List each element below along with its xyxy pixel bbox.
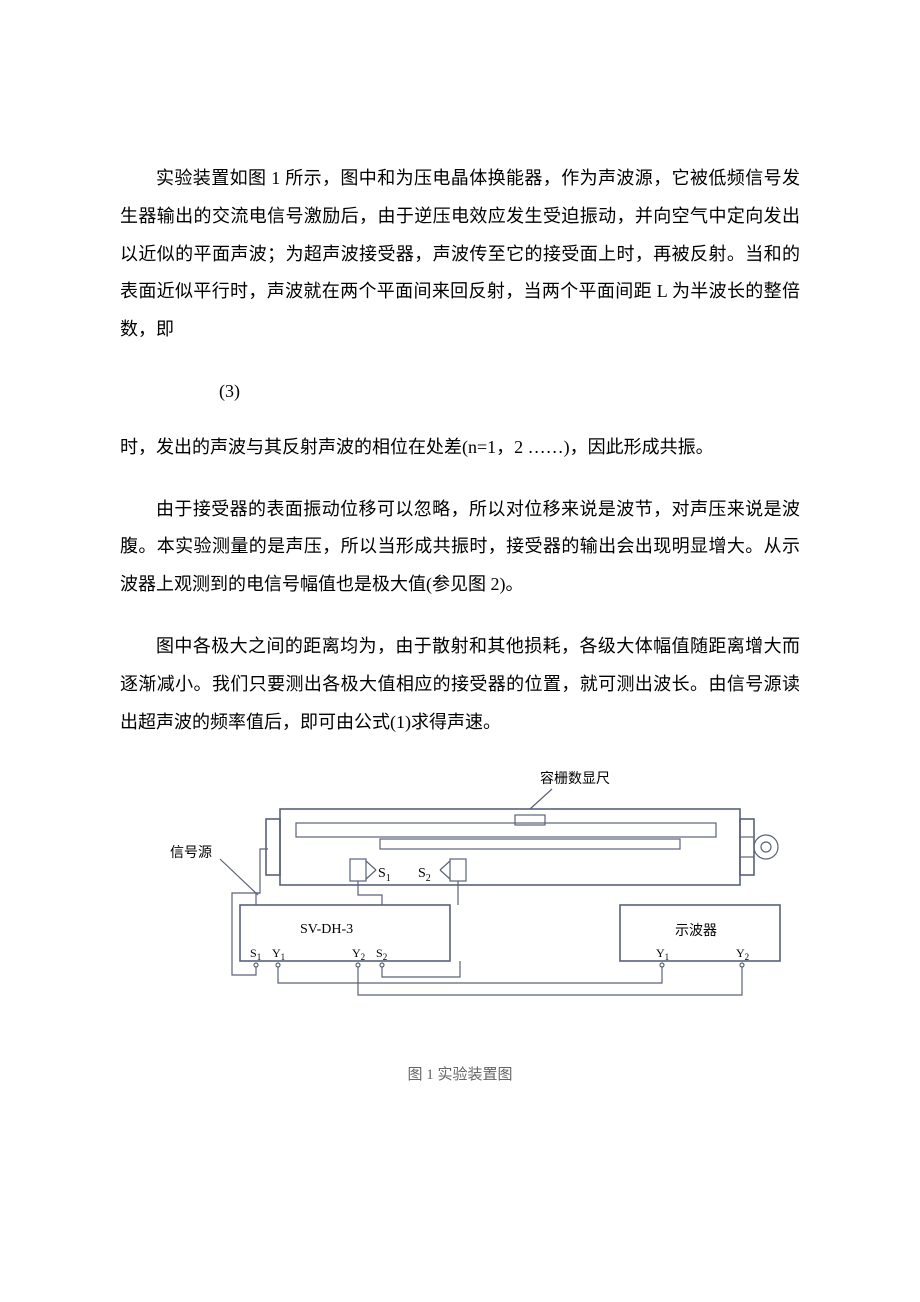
s2-horn-1 bbox=[440, 861, 450, 870]
term-y1-left: Y1 bbox=[272, 946, 285, 962]
knob-inner bbox=[761, 842, 771, 852]
jack-4 bbox=[380, 963, 384, 967]
scale-sub bbox=[380, 839, 680, 849]
endcap-left bbox=[266, 819, 280, 875]
label-signal: 信号源 bbox=[170, 845, 212, 861]
label-oscilloscope: 示波器 bbox=[675, 923, 717, 939]
term-y2-right: Y2 bbox=[736, 946, 749, 962]
label-device: SV-DH-3 bbox=[300, 922, 353, 937]
wire-s2b bbox=[382, 961, 460, 977]
jack-6 bbox=[740, 963, 744, 967]
wire-y1 bbox=[278, 967, 662, 983]
term-y1-right: Y1 bbox=[656, 946, 669, 962]
jack-1 bbox=[254, 963, 258, 967]
leader-scale bbox=[530, 789, 552, 809]
paragraph-1: 实验装置如图 1 所示，图中和为压电晶体换能器，作为声波源，它被低频信号发生器输… bbox=[120, 160, 800, 349]
paragraph-2: 时，发出的声波与其反射声波的相位在处差(n=1，2 ……)，因此形成共振。 bbox=[120, 429, 800, 467]
paragraph-4: 图中各极大之间的距离均为，由于散射和其他损耗，各级大体幅值随距离增大而逐渐减小。… bbox=[120, 628, 800, 741]
s2-body bbox=[450, 859, 466, 881]
label-scale: 容栅数显尺 bbox=[540, 770, 610, 787]
endcap-right bbox=[740, 819, 754, 875]
rail-outer bbox=[280, 809, 740, 885]
knob-outer bbox=[754, 835, 778, 859]
leader-signal bbox=[220, 859, 258, 895]
equation-number: (3) bbox=[219, 373, 240, 411]
label-s2: S2 bbox=[418, 866, 431, 884]
wire-y2 bbox=[358, 967, 742, 995]
s1-horn-2 bbox=[366, 870, 376, 879]
experiment-diagram: 容栅数显尺 S1 S2 bbox=[120, 765, 800, 1045]
s2-horn-2 bbox=[440, 870, 450, 879]
scale-bar bbox=[296, 823, 716, 837]
term-s1: S1 bbox=[250, 946, 261, 962]
label-s1: S1 bbox=[378, 866, 391, 884]
s1-body bbox=[350, 859, 366, 881]
s1-horn-1 bbox=[366, 861, 376, 870]
figure-caption: 图 1 实验装置图 bbox=[120, 1063, 800, 1084]
term-y2-left: Y2 bbox=[352, 946, 365, 962]
jack-5 bbox=[660, 963, 664, 967]
figure-1: 容栅数显尺 S1 S2 bbox=[120, 765, 800, 1084]
page-content: 实验装置如图 1 所示，图中和为压电晶体换能器，作为声波源，它被低频信号发生器输… bbox=[0, 0, 920, 1184]
paragraph-3: 由于接受器的表面振动位移可以忽略，所以对位移来说是波节，对声压来说是波腹。本实验… bbox=[120, 491, 800, 604]
jack-3 bbox=[356, 963, 360, 967]
term-s2: S2 bbox=[376, 946, 387, 962]
equation-line: (3) bbox=[120, 373, 800, 411]
jack-2 bbox=[276, 963, 280, 967]
